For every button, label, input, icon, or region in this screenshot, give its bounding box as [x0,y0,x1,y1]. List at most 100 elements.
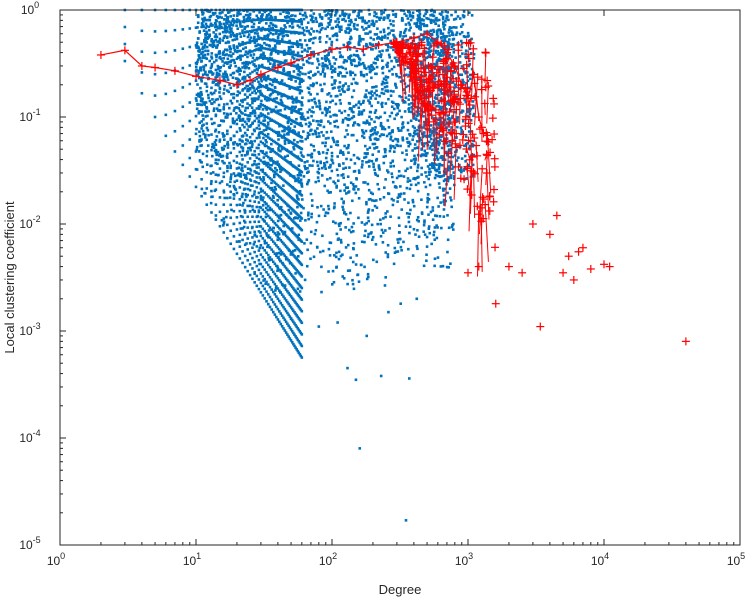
blue-point [401,122,404,126]
blue-point [472,104,475,108]
blue-point [390,129,394,133]
blue-point [351,282,355,286]
blue-point [261,265,265,269]
blue-point [308,76,312,80]
blue-point [300,309,304,313]
blue-point [458,73,462,77]
blue-point [288,39,291,43]
blue-point [291,164,295,168]
blue-point [420,142,424,145]
blue-point [238,257,242,260]
blue-point [450,55,454,58]
blue-point [241,119,245,122]
blue-point [226,166,229,170]
blue-point [275,59,278,63]
blue-point [305,29,309,33]
blue-point [243,98,247,101]
blue-point [259,198,263,201]
blue-point [251,246,254,250]
blue-point [153,72,157,76]
blue-point [396,196,400,200]
blue-point [446,102,449,105]
blue-point [336,155,339,158]
blue-point [215,45,218,49]
blue-point [344,117,347,120]
blue-point [194,185,198,189]
blue-point [197,71,200,75]
blue-point [468,125,471,129]
blue-point [270,181,273,185]
blue-point [194,69,198,73]
blue-point [394,15,398,18]
blue-point [251,277,254,281]
blue-point [297,164,301,168]
blue-point [362,136,366,139]
blue-point [215,19,218,23]
blue-point [313,97,316,101]
blue-point [368,122,371,125]
blue-point [214,218,218,221]
blue-point [275,78,278,82]
blue-point [253,160,256,163]
blue-point [396,238,399,241]
blue-point [321,70,325,74]
blue-point [243,233,247,236]
blue-point [325,160,329,164]
blue-point [372,85,376,89]
blue-point [268,17,272,20]
blue-point [443,203,446,206]
blue-point [369,30,372,34]
blue-point [374,46,378,50]
blue-point [292,129,295,132]
blue-point [241,123,244,127]
blue-point [365,202,368,206]
blue-point [266,235,270,239]
blue-point [368,115,371,119]
blue-point [441,10,444,14]
blue-point [464,142,468,146]
blue-point [264,202,268,205]
blue-point [279,92,283,96]
blue-point [251,215,254,219]
blue-point [283,59,287,63]
blue-point [323,54,327,58]
blue-point [448,26,452,29]
blue-point [262,53,265,57]
blue-point [347,101,351,105]
blue-point [248,51,252,54]
blue-point [321,141,324,145]
blue-point [292,147,296,151]
blue-point [229,138,233,142]
blue-point [409,183,413,187]
blue-point [299,178,303,182]
blue-point [317,167,321,171]
blue-point [306,110,310,114]
blue-point [332,140,336,144]
blue-point [435,163,438,167]
blue-point [202,132,205,136]
blue-point [223,48,227,52]
blue-point [265,140,268,144]
blue-point [279,197,283,200]
blue-point [373,111,377,114]
blue-point [421,84,425,87]
blue-point [123,42,127,46]
blue-point [386,169,389,172]
blue-point [258,36,261,40]
blue-point [427,55,430,59]
blue-point [242,15,246,19]
blue-point [271,169,275,173]
blue-point [352,121,356,125]
blue-point [248,263,252,266]
blue-point [258,176,262,179]
blue-point [251,132,254,136]
blue-point [280,208,284,212]
blue-point [282,69,286,73]
blue-point [425,259,428,263]
blue-point [199,69,203,72]
blue-point [273,293,277,296]
blue-point [243,113,247,116]
blue-point [278,216,281,219]
blue-point [280,80,283,84]
blue-point [462,10,466,13]
